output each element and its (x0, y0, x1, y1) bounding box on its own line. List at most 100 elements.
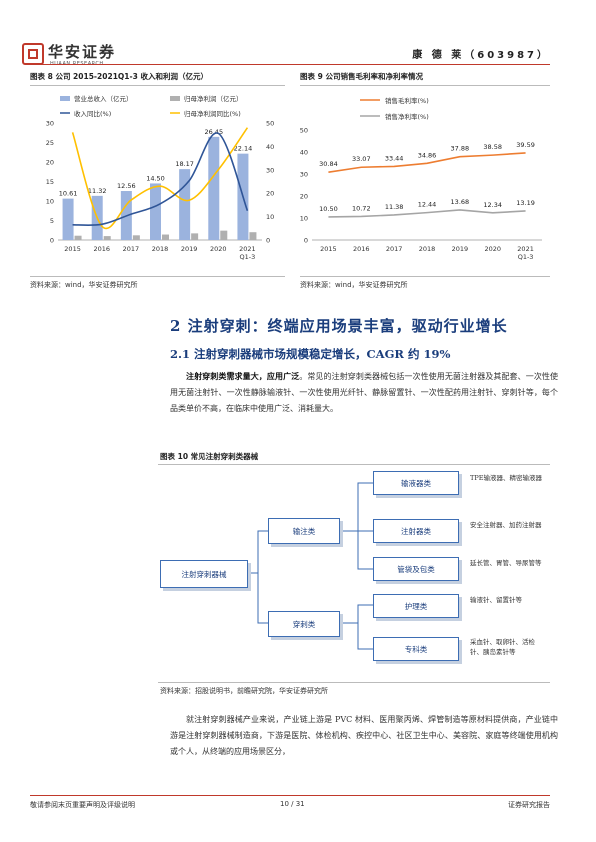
x-tick-label-sub: Q1-3 (518, 253, 534, 261)
footer-disclaimer: 敬请参阅末页重要声明及评级说明 (30, 801, 135, 809)
figure8-chart: 营业总收入（亿元） 归母净利润（亿元） 收入同比(%) 归母净利润同比(%) 0… (46, 94, 275, 262)
y-tick-right: 0 (266, 237, 270, 245)
y-tick-left: 25 (46, 139, 54, 147)
x-tick-label: 2017 (386, 245, 403, 253)
revenue-data-label: 11.32 (88, 187, 107, 195)
gross-margin-data-label: 33.07 (352, 155, 371, 163)
figure9-legend: 销售毛利率(%) 销售净利率(%) (360, 96, 429, 121)
figure8-source: 资料来源：wind，华安证券研究所 (30, 281, 138, 289)
tree-root-node: 注射穿刺器械 (160, 560, 248, 588)
revenue-bar (179, 169, 191, 240)
net-margin-data-label: 12.44 (418, 201, 437, 209)
y-tick-left: 15 (46, 178, 54, 186)
net-margin-data-label: 13.68 (451, 198, 470, 206)
gross-margin-data-label: 39.59 (516, 141, 535, 149)
net-margin-data-label: 13.19 (516, 199, 535, 207)
figure9-bottom-rule (300, 276, 550, 277)
figure9-plot-area: 0 10 20 30 40 50 2015 2016 2017 2018 2019 2020 2021Q… (300, 127, 542, 261)
legend-label-net-margin: 销售净利率(%) (385, 112, 429, 121)
revenue-data-label: 18.17 (175, 160, 194, 168)
gross-margin-data-label: 38.58 (483, 143, 502, 151)
y-tick: 30 (300, 171, 308, 179)
y-tick-left: 30 (46, 120, 54, 128)
y-tick: 40 (300, 149, 308, 157)
page-number: 10 / 31 (280, 800, 305, 808)
legend-label-gross-margin: 销售毛利率(%) (385, 96, 429, 105)
gross-margin-data-label: 30.84 (319, 160, 338, 168)
figure8-title-rule (30, 85, 285, 86)
x-tick-label: 2018 (419, 245, 436, 253)
profit-bar (132, 235, 140, 240)
revenue-bar (62, 198, 74, 240)
y-tick-right: 30 (266, 166, 274, 174)
logo-text: 华安证券 (48, 43, 117, 61)
revenue-data-label: 22.14 (234, 145, 253, 153)
connector-root-puncture (257, 573, 268, 624)
tree-node-care: 护理类 (373, 594, 459, 618)
x-tick-label: 2020 (210, 245, 227, 253)
x-tick-label: 2016 (93, 245, 110, 253)
profit-bar (162, 234, 169, 240)
figure10-title-rule (158, 464, 550, 465)
desc-tube-bag: 延长管、胃管、导尿管等 (470, 559, 542, 567)
profit-bar (191, 233, 199, 240)
connector-puncture-care (340, 604, 373, 624)
profit-bar (74, 235, 82, 240)
y-tick-left: 5 (50, 217, 54, 225)
desc-care: 输液针、留置针等 (470, 596, 522, 604)
legend-swatch-profit (170, 96, 180, 101)
legend-label-profit: 归母净利润（亿元） (184, 94, 243, 103)
tree-node-specialty: 专科类 (373, 637, 459, 661)
x-tick-label: 2019 (452, 245, 469, 253)
figure8-bottom-rule (30, 276, 285, 277)
x-tick-label: 2021 (239, 245, 256, 253)
figure9-title-rule (300, 85, 550, 86)
footer-report-type: 证券研究报告 (508, 801, 550, 809)
connector-infusion-tube (357, 531, 373, 570)
net-margin-data-label: 10.72 (352, 204, 371, 212)
net-margin-line (328, 209, 526, 218)
legend-label-rev-growth: 收入同比(%) (74, 109, 111, 118)
revenue-growth-line (72, 132, 249, 227)
figure10-title: 图表 10 常见注射穿刺类器械 (160, 452, 259, 461)
figure10-connectors (248, 482, 373, 650)
net-margin-data-label: 12.34 (483, 201, 502, 209)
tree-node-tube-bag: 管袋及包类 (373, 557, 459, 581)
footer-divider (30, 795, 550, 796)
desc-specialty: 采血针、取卵针、活检针、胰岛素针等 (470, 638, 535, 656)
x-tick-label: 2017 (123, 245, 140, 253)
legend-label-revenue: 营业总收入（亿元） (74, 94, 133, 103)
x-tick-label: 2021 (517, 245, 534, 253)
paragraph-1-lead: 注射穿刺类需求量大，应用广泛 (186, 371, 300, 381)
company-ticker: 康 德 莱（603987） (412, 50, 550, 61)
y-tick: 50 (300, 127, 308, 135)
figure8-plot-area: 0 5 10 15 20 25 30 0 10 20 30 40 50 10.61 2015 11.32 201… (46, 120, 275, 262)
figure10-source: 资料来源：招股说明书，前瞻研究院，华安证券研究所 (160, 687, 328, 695)
gross-margin-data-label: 34.86 (418, 151, 437, 159)
connector-infusion-set (340, 482, 373, 532)
profit-bar (220, 230, 228, 240)
figure9-chart: 销售毛利率(%) 销售净利率(%) 0 10 20 30 40 50 2015 2016 201… (300, 96, 542, 261)
profit-growth-line (71, 127, 249, 230)
y-tick-right: 20 (266, 190, 274, 198)
x-tick-label: 2015 (64, 245, 81, 253)
y-tick-right: 50 (266, 120, 274, 128)
revenue-data-label: 26.45 (204, 128, 223, 136)
tree-node-infusion: 输注类 (268, 518, 340, 544)
legend-swatch-revenue (60, 96, 70, 101)
x-tick-label: 2016 (353, 245, 370, 253)
paragraph-2: 就注射穿刺器械产业来说，产业链上游是 PVC 材料、医用聚丙烯、焊管制造等原材料… (170, 715, 558, 756)
figure10-bottom-rule (158, 682, 550, 683)
legend-label-profit-growth: 归母净利润同比(%) (184, 109, 241, 118)
y-tick-left: 0 (50, 237, 54, 245)
y-tick-right: 40 (266, 143, 274, 151)
logo-seal-icon (22, 43, 44, 65)
revenue-data-label: 10.61 (59, 190, 78, 198)
net-margin-data-label: 11.38 (385, 203, 404, 211)
gross-margin-line (328, 152, 526, 173)
figure9-title: 图表 9 公司销售毛利率和净利率情况 (300, 72, 423, 81)
connector-puncture-special (357, 623, 373, 650)
revenue-data-label: 14.50 (146, 174, 165, 182)
revenue-bar (150, 183, 161, 240)
header-divider (30, 64, 550, 65)
